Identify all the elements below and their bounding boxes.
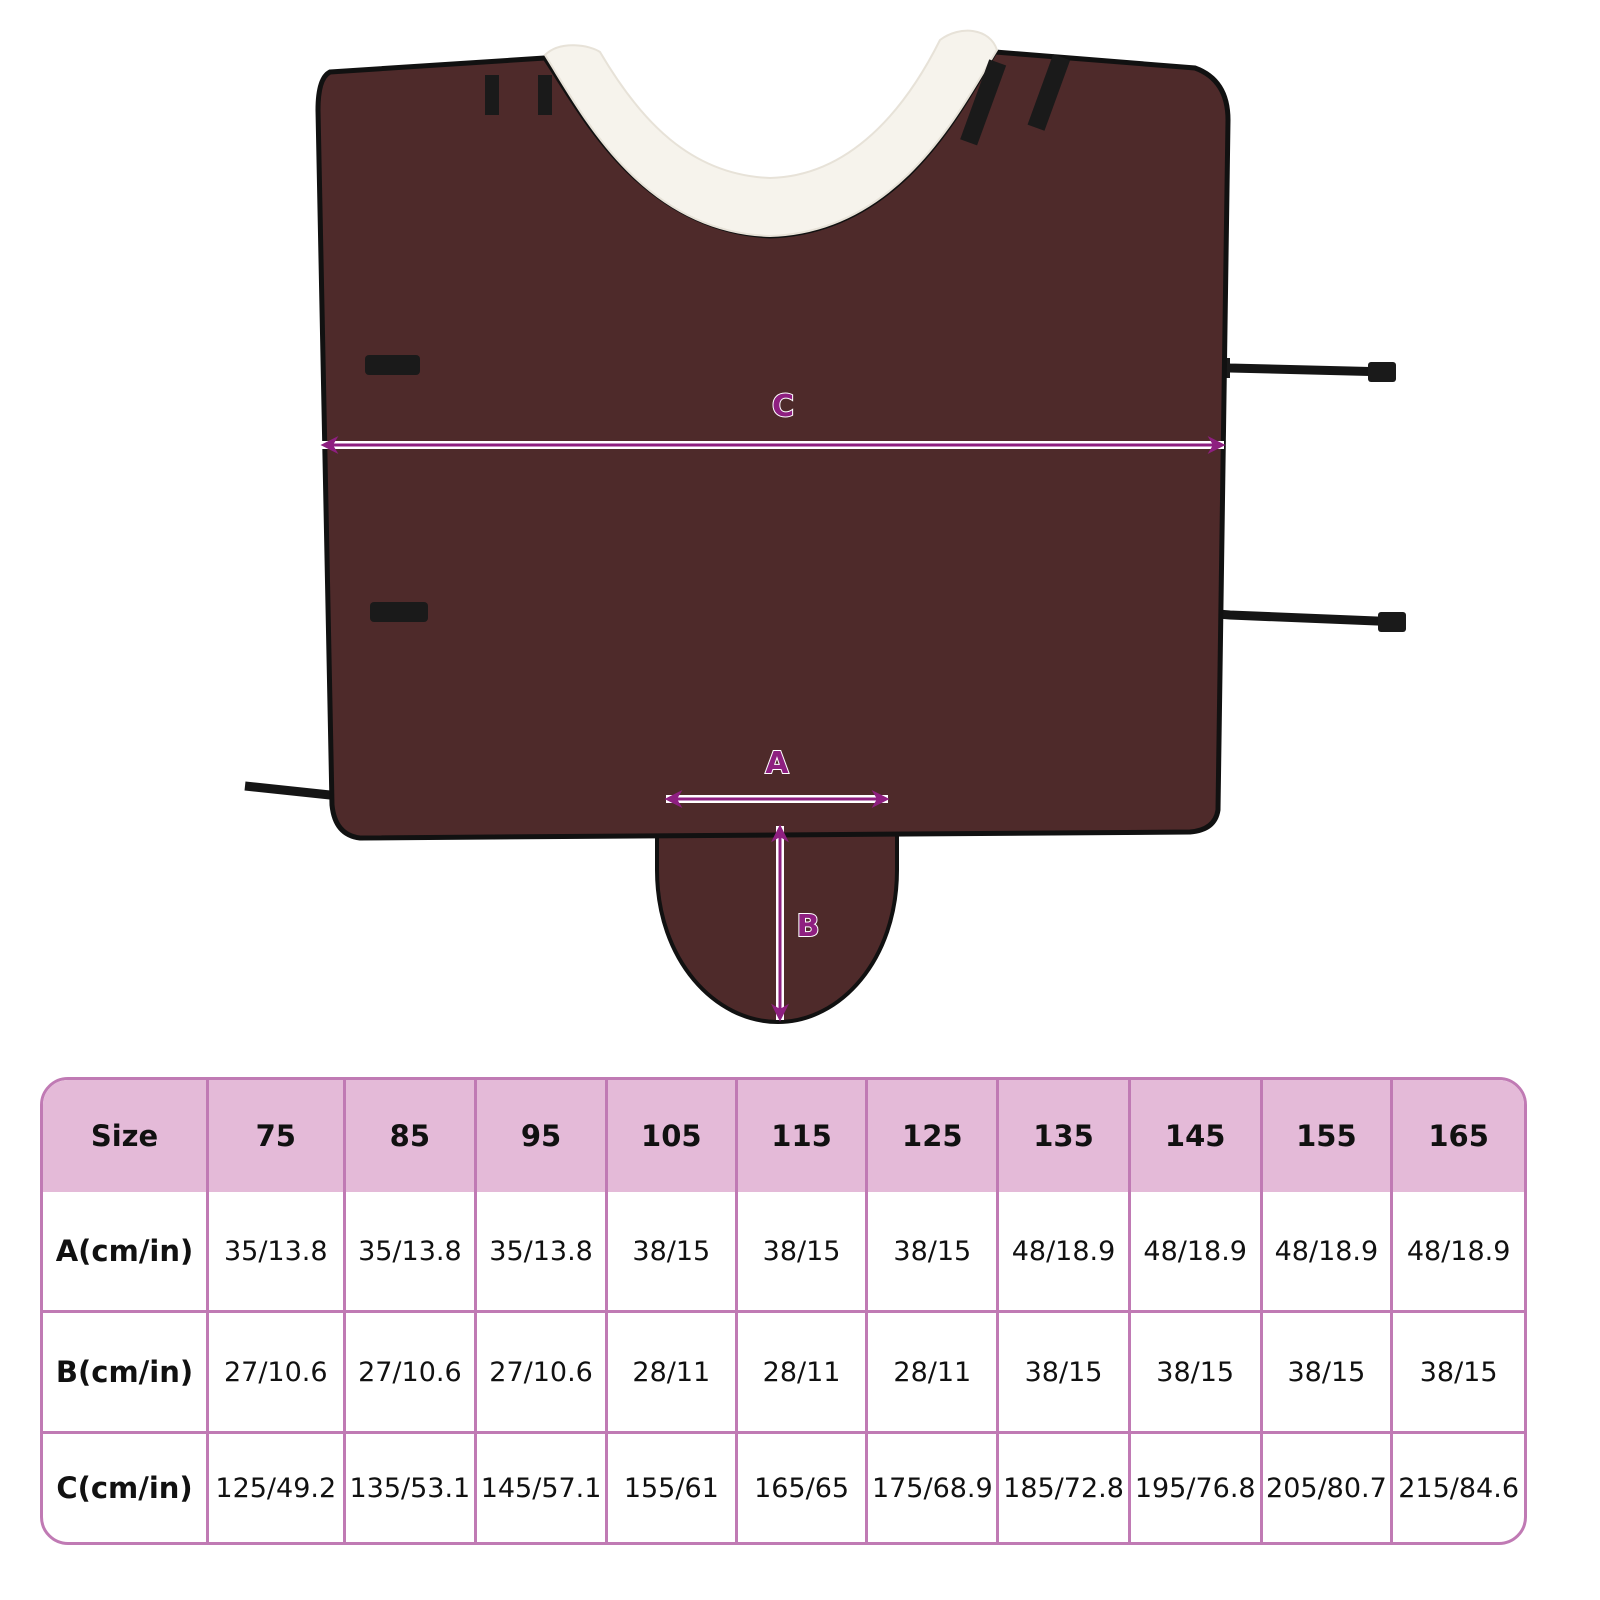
table-cell: 38/15 xyxy=(1262,1313,1394,1434)
table-cell: 38/15 xyxy=(999,1313,1131,1434)
table-cell: 35/13.8 xyxy=(209,1192,346,1313)
horse-blanket-diagram: C A B xyxy=(244,29,1406,1025)
table-cell: 27/10.6 xyxy=(345,1313,478,1434)
table-row: A(cm/in) 35/13.8 35/13.8 35/13.8 38/15 38/15 3… xyxy=(43,1192,1524,1313)
table-cell: 28/11 xyxy=(737,1313,869,1434)
table-cell: 135/53.1 xyxy=(346,1434,478,1542)
table-cell: 205/80.7 xyxy=(1263,1434,1394,1542)
table-cell: 38/15 xyxy=(1130,1313,1263,1434)
label-a: A xyxy=(765,746,789,781)
table-row: C(cm/in) 125/49.2 135/53.1 145/57.1 155/61 16… xyxy=(43,1434,1524,1542)
label-c: C xyxy=(772,389,794,424)
table-cell: 27/10.6 xyxy=(209,1313,346,1434)
header-cell: 95 xyxy=(477,1080,608,1192)
table-cell: 175/68.9 xyxy=(868,1434,1000,1542)
table-cell: 165/65 xyxy=(738,1434,869,1542)
row-header: B(cm/in) xyxy=(43,1313,210,1434)
table-cell: 38/15 xyxy=(1393,1313,1524,1434)
header-cell: 155 xyxy=(1262,1080,1394,1192)
header-cell: 165 xyxy=(1393,1080,1524,1192)
row-header: A(cm/in) xyxy=(43,1192,210,1313)
table-cell: 48/18.9 xyxy=(1393,1192,1524,1313)
table-cell: 155/61 xyxy=(608,1434,738,1542)
table-cell: 185/72.8 xyxy=(999,1434,1131,1542)
table-cell: 38/15 xyxy=(607,1192,738,1313)
table-cell: 35/13.8 xyxy=(345,1192,478,1313)
size-table: Size 75 85 95 105 115 125 135 145 155 165 A(cm/in)… xyxy=(40,1077,1527,1545)
table-header-row: Size 75 85 95 105 115 125 135 145 155 165 xyxy=(43,1080,1524,1192)
header-cell: 85 xyxy=(345,1080,478,1192)
table-cell: 48/18.9 xyxy=(1262,1192,1394,1313)
header-cell: 115 xyxy=(737,1080,869,1192)
table-row: B(cm/in) 27/10.6 27/10.6 27/10.6 28/11 28/11 2… xyxy=(43,1313,1524,1434)
header-cell: 125 xyxy=(868,1080,1000,1192)
header-cell: 135 xyxy=(999,1080,1131,1192)
table-cell: 38/15 xyxy=(868,1192,1000,1313)
table-cell: 48/18.9 xyxy=(1130,1192,1263,1313)
label-b: B xyxy=(797,909,820,944)
header-cell: 145 xyxy=(1130,1080,1263,1192)
table-cell: 48/18.9 xyxy=(999,1192,1131,1313)
table-cell: 27/10.6 xyxy=(477,1313,608,1434)
table-cell: 195/76.8 xyxy=(1131,1434,1263,1542)
table-cell: 38/15 xyxy=(737,1192,869,1313)
table-cell: 125/49.2 xyxy=(209,1434,346,1542)
buckle-icon xyxy=(365,54,1071,622)
table-cell: 28/11 xyxy=(868,1313,1000,1434)
header-cell: 105 xyxy=(607,1080,738,1192)
table-cell: 215/84.6 xyxy=(1398,1472,1519,1504)
table-cell: 145/57.1 xyxy=(477,1434,608,1542)
table-cell: 28/11 xyxy=(607,1313,738,1434)
header-cell: 75 xyxy=(209,1080,346,1192)
table-cell: 35/13.8 xyxy=(477,1192,608,1313)
row-header: C(cm/in) xyxy=(43,1434,210,1542)
fur-collar xyxy=(543,29,999,238)
header-cell-size: Size xyxy=(43,1080,210,1192)
